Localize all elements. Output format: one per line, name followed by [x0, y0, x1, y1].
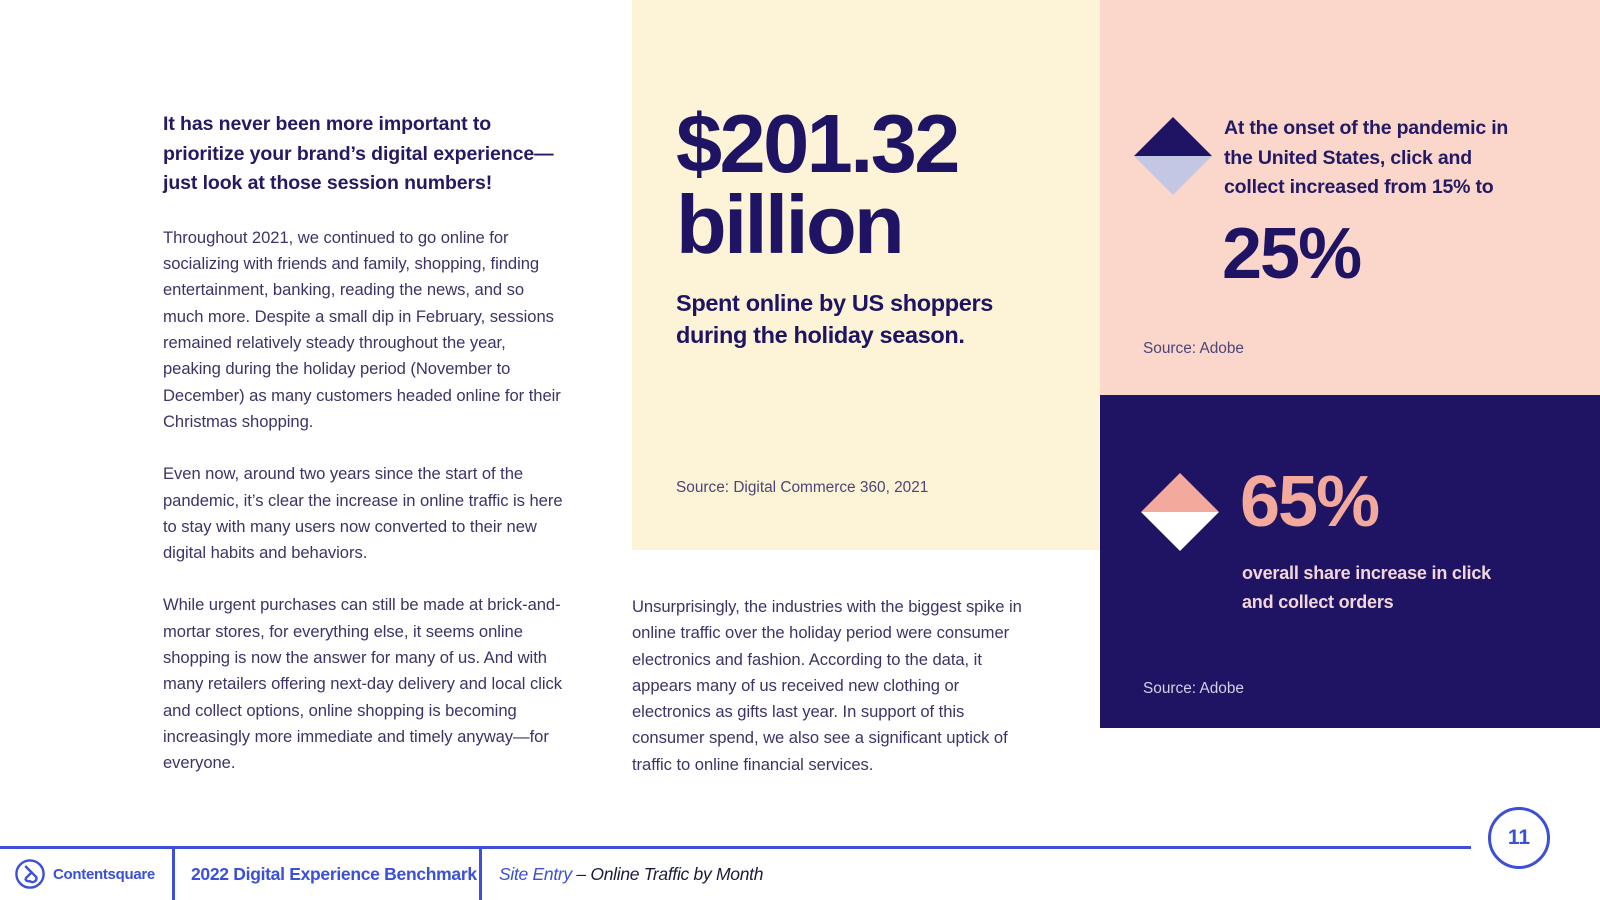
left-text-column: It has never been more important to prio…: [163, 110, 563, 777]
diamond-bottom-half: [1134, 156, 1212, 195]
navy-panel-statistic: 65%: [1240, 462, 1380, 542]
footer-rule: [0, 846, 1471, 849]
navy-panel-source: Source: Adobe: [1143, 680, 1244, 697]
footer-report-title: 2022 Digital Experience Benchmark: [191, 864, 477, 884]
page-number-badge: 11: [1488, 807, 1550, 869]
diamond-bottom-half: [1141, 512, 1219, 551]
diamond-icon: [1141, 473, 1219, 551]
contentsquare-logo-text: Contentsquare: [53, 865, 155, 883]
pink-panel-source: Source: Adobe: [1143, 340, 1244, 357]
footer-section-rest: – Online Traffic by Month: [571, 864, 764, 884]
body-paragraph-2: Even now, around two years since the sta…: [163, 464, 563, 563]
center-body-paragraph: Unsurprisingly, the industries with the …: [632, 597, 1022, 774]
diamond-top-half: [1134, 117, 1212, 156]
footer-section-accent: Site Entry: [499, 864, 572, 884]
yellow-stat-panel: [632, 0, 1100, 550]
yellow-panel-content: $201.32 billion Spent online by US shopp…: [676, 97, 1056, 351]
contentsquare-logo-icon: [15, 859, 45, 889]
lede-paragraph: It has never been more important to prio…: [163, 113, 554, 195]
body-paragraph-3: While urgent purchases can still be made…: [163, 595, 562, 773]
page-number: 11: [1507, 826, 1531, 849]
yellow-panel-source: Source: Digital Commerce 360, 2021: [676, 479, 929, 496]
diamond-icon: [1134, 117, 1212, 195]
navy-panel-caption: overall share increase in click and coll…: [1242, 563, 1491, 612]
body-paragraph-1: Throughout 2021, we continued to go onli…: [163, 227, 561, 431]
headline-statistic-caption: Spent online by US shoppers during the h…: [676, 290, 993, 349]
contentsquare-logo[interactable]: Contentsquare: [14, 858, 155, 890]
headline-statistic: $201.32 billion: [676, 97, 960, 271]
footer-divider: [172, 846, 175, 900]
navy-stat-panel: [1100, 395, 1600, 728]
pink-panel-statistic: 25%: [1222, 214, 1362, 294]
footer-divider: [479, 846, 482, 900]
diamond-top-half: [1141, 473, 1219, 512]
footer-section-label: Site Entry – Online Traffic by Month: [499, 864, 763, 885]
pink-stat-panel: [1100, 0, 1600, 395]
pink-panel-heading: At the onset of the pandemic in the Unit…: [1224, 117, 1509, 199]
